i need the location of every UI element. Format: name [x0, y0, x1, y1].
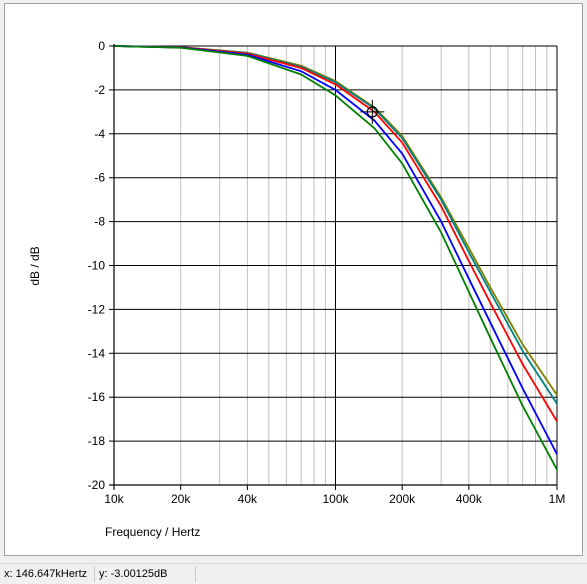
- series-group: [113, 45, 558, 471]
- crosshair-cursor[interactable]: [360, 99, 385, 124]
- series-line: [113, 45, 558, 422]
- y-coordinate-readout: y: -3.00125dB: [95, 566, 196, 582]
- axes: [109, 44, 558, 490]
- x-coordinate-readout: x: 146.647kHertz: [0, 566, 95, 582]
- x-tick-label: 100k: [322, 492, 349, 506]
- plot-window[interactable]: 0 -2 -4 -6 -8 -10 -12 -14 -16 -18 -20 10k 20k 40k 100k…: [4, 3, 583, 556]
- y-tick-label: -6: [94, 171, 105, 185]
- x-tick-label: 10k: [104, 492, 124, 506]
- y-tick-label: -12: [88, 302, 106, 316]
- x-tick-label: 1M: [549, 492, 566, 506]
- series-line: [113, 45, 558, 455]
- y-tick-label: -10: [88, 259, 106, 273]
- series-line: [113, 45, 558, 471]
- y-axis-title: dB / dB: [28, 246, 42, 285]
- x-axis-title: Frequency / Hertz: [105, 525, 200, 539]
- y-tick-label: 0: [98, 39, 105, 53]
- x-tick-label: 40k: [238, 492, 258, 506]
- cursor-circle: [366, 106, 378, 118]
- y-tick-label: -14: [88, 346, 106, 360]
- status-bar: x: 146.647kHertz y: -3.00125dB: [0, 563, 587, 584]
- x-tick-label: 200k: [389, 492, 416, 506]
- y-tick-label: -8: [94, 215, 105, 229]
- x-tick-label: 400k: [456, 492, 483, 506]
- y-tick-label: -2: [94, 83, 105, 97]
- x-tick-label: 20k: [171, 492, 191, 506]
- y-tick-label: -18: [88, 434, 106, 448]
- grid: [113, 45, 558, 486]
- y-tick-label: -4: [94, 127, 105, 141]
- y-tick-label: -16: [88, 390, 106, 404]
- y-tick-label: -20: [88, 478, 106, 492]
